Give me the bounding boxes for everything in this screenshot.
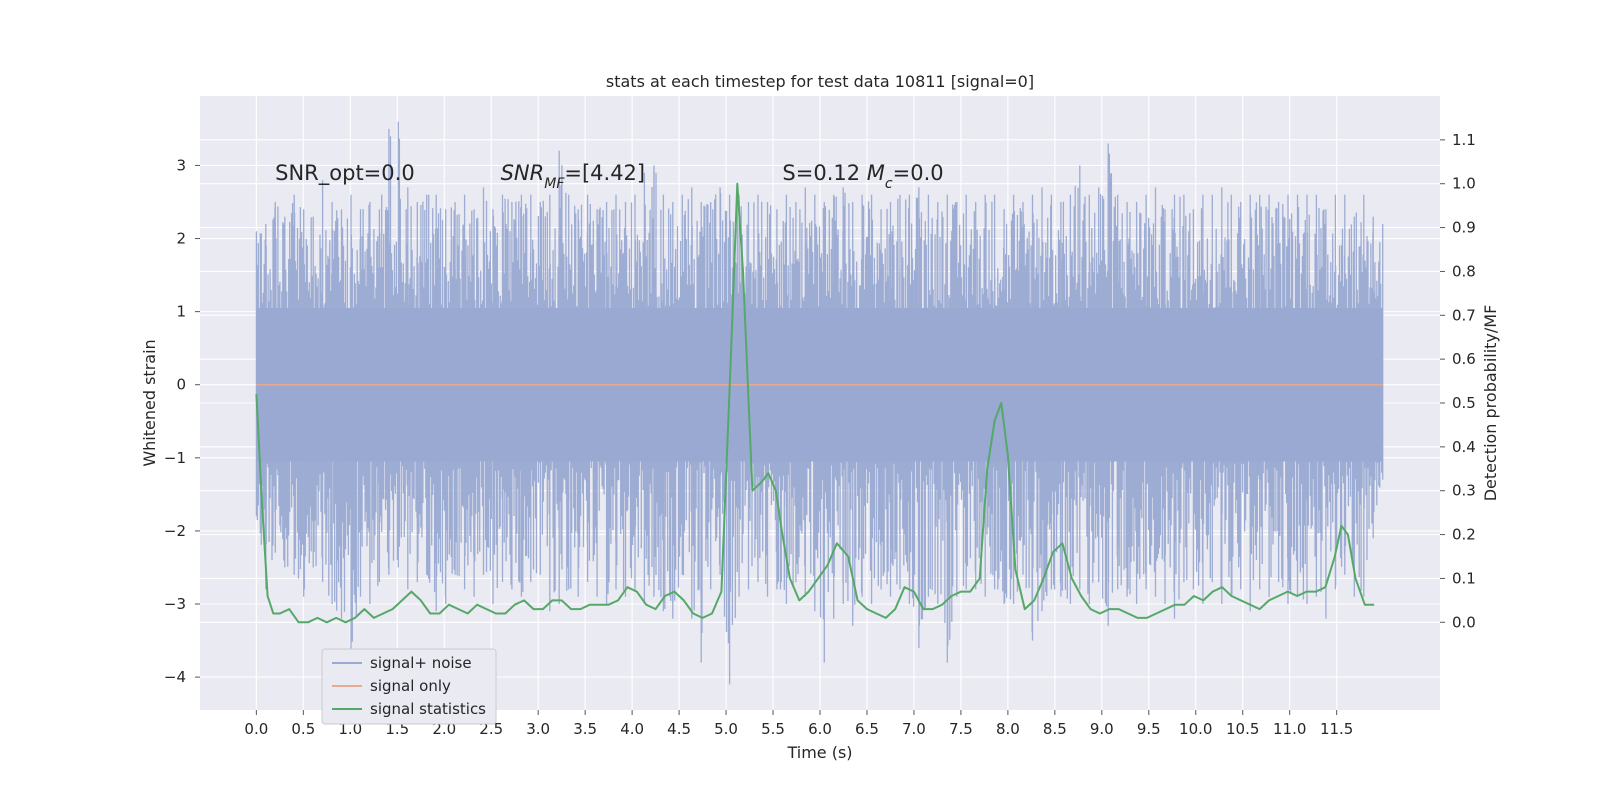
y-right-tick-label-11: 1.1 [1452, 131, 1476, 149]
y-right-tick-label-6: 0.6 [1452, 350, 1476, 368]
x-tick-label-16: 8.0 [996, 720, 1020, 738]
y-left-tick-label-0: −4 [164, 668, 186, 686]
y-left-tick-label-4: 0 [176, 376, 186, 394]
legend-label-signal-only: signal only [370, 677, 451, 695]
x-tick-label-19: 9.5 [1137, 720, 1161, 738]
x-tick-label-6: 3.0 [526, 720, 550, 738]
y-left-tick-label-3: −1 [164, 449, 186, 467]
x-tick-label-10: 5.0 [714, 720, 738, 738]
x-tick-label-8: 4.0 [620, 720, 644, 738]
y-axis-right: 0.0 0.1 0.2 0.3 0.4 0.5 0.6 0.7 0.8 0.9 1.0 1.1 [1440, 131, 1476, 631]
x-tick-label-0: 0.0 [244, 720, 268, 738]
x-tick-label-22: 11.0 [1273, 720, 1306, 738]
legend-label-signal-statistics: signal statistics [370, 700, 486, 718]
x-tick-label-7: 3.5 [573, 720, 597, 738]
x-tick-label-14: 7.0 [902, 720, 926, 738]
y-left-tick-label-2: −2 [164, 522, 186, 540]
y-right-tick-label-1: 0.1 [1452, 569, 1476, 587]
y-right-tick-label-9: 0.9 [1452, 219, 1476, 237]
x-tick-label-9: 4.5 [667, 720, 691, 738]
y-right-tick-label-0: 0.0 [1452, 613, 1476, 631]
y-right-tick-label-10: 1.0 [1452, 175, 1476, 193]
y-right-tick-label-3: 0.3 [1452, 482, 1476, 500]
x-tick-label-1: 0.5 [291, 720, 315, 738]
annotation-1: SNRMF=[4.42] [501, 161, 646, 192]
x-tick-label-18: 9.0 [1090, 720, 1114, 738]
y-left-tick-label-7: 3 [176, 156, 186, 174]
x-tick-label-17: 8.5 [1043, 720, 1067, 738]
y-right-tick-label-2: 0.2 [1452, 526, 1476, 544]
x-tick-label-15: 7.5 [949, 720, 973, 738]
x-tick-label-20: 10.0 [1179, 720, 1212, 738]
y-right-tick-label-8: 0.8 [1452, 262, 1476, 280]
x-tick-label-11: 5.5 [761, 720, 785, 738]
x-tick-label-12: 6.0 [808, 720, 832, 738]
y-axis-left: −4 −3 −2 −1 0 1 2 3 [164, 156, 200, 686]
x-axis-label: Time (s) [786, 743, 852, 762]
x-tick-label-21: 10.5 [1226, 720, 1259, 738]
chart-title: stats at each timestep for test data 108… [606, 72, 1034, 91]
y-right-tick-label-4: 0.4 [1452, 438, 1476, 456]
annotations: SNR_opt=0.0 SNRMF=[4.42] S=0.12 Mc=0.0 [275, 161, 943, 192]
x-tick-label-23: 11.5 [1320, 720, 1353, 738]
annotation-0: SNR_opt=0.0 [275, 161, 415, 186]
y-left-tick-label-5: 1 [176, 303, 186, 321]
legend-frame [321, 648, 497, 725]
y-right-tick-label-5: 0.5 [1452, 394, 1476, 412]
y-right-tick-label-7: 0.7 [1452, 306, 1476, 324]
y-axis-right-label: Detection probability/MF [1481, 305, 1500, 502]
y-left-tick-label-6: 2 [176, 230, 186, 248]
signal-statistics-series [255, 182, 1375, 624]
y-axis-left-label: Whitened strain [140, 339, 159, 466]
legend: signal+ noise signal only signal statist… [321, 648, 497, 725]
annotation-2: S=0.12 Mc=0.0 [782, 161, 943, 192]
y-left-tick-label-1: −3 [164, 595, 186, 613]
legend-label-signal-noise: signal+ noise [370, 654, 472, 672]
x-tick-label-13: 6.5 [855, 720, 879, 738]
x-axis: 0.0 0.5 1.0 1.5 2.0 2.5 3.0 3.5 4.0 4.5 5.0 5.5 6.0 6… [244, 710, 1353, 738]
signal-statistics-line [255, 182, 1375, 624]
